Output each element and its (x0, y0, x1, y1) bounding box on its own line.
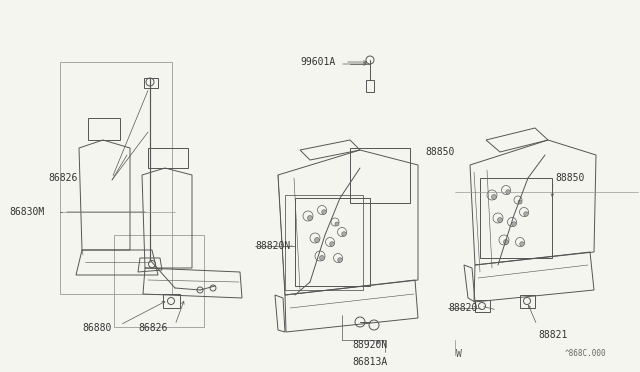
Circle shape (342, 232, 346, 236)
Text: 88850: 88850 (425, 147, 454, 157)
Text: 88821: 88821 (538, 330, 568, 340)
Circle shape (506, 190, 510, 194)
Circle shape (322, 210, 326, 214)
Text: 88920N: 88920N (352, 340, 387, 350)
Circle shape (520, 242, 524, 246)
Circle shape (307, 215, 312, 221)
Text: 88820: 88820 (448, 303, 477, 313)
Bar (114, 235, 204, 327)
Circle shape (504, 240, 509, 244)
Circle shape (512, 222, 516, 226)
Text: 88820N: 88820N (255, 241, 291, 251)
Circle shape (319, 256, 324, 260)
Text: 88850: 88850 (555, 173, 584, 183)
Text: 86813A: 86813A (352, 357, 387, 367)
Circle shape (518, 200, 522, 204)
Text: 86880: 86880 (82, 323, 111, 333)
Circle shape (338, 258, 342, 262)
Bar (480, 178, 552, 258)
Bar (350, 148, 410, 203)
Bar (60, 62, 172, 294)
Circle shape (330, 242, 334, 246)
Text: W: W (456, 349, 462, 359)
Text: 86830M: 86830M (9, 207, 44, 217)
Text: 86826: 86826 (138, 323, 168, 333)
Text: 99601A: 99601A (300, 57, 335, 67)
Circle shape (524, 212, 528, 216)
Circle shape (497, 218, 502, 222)
Text: 86826: 86826 (49, 173, 78, 183)
Circle shape (314, 237, 319, 243)
Bar (285, 195, 363, 290)
Circle shape (335, 222, 339, 226)
Bar (295, 198, 370, 286)
Circle shape (492, 195, 497, 199)
Text: ^868C.000: ^868C.000 (565, 350, 607, 359)
